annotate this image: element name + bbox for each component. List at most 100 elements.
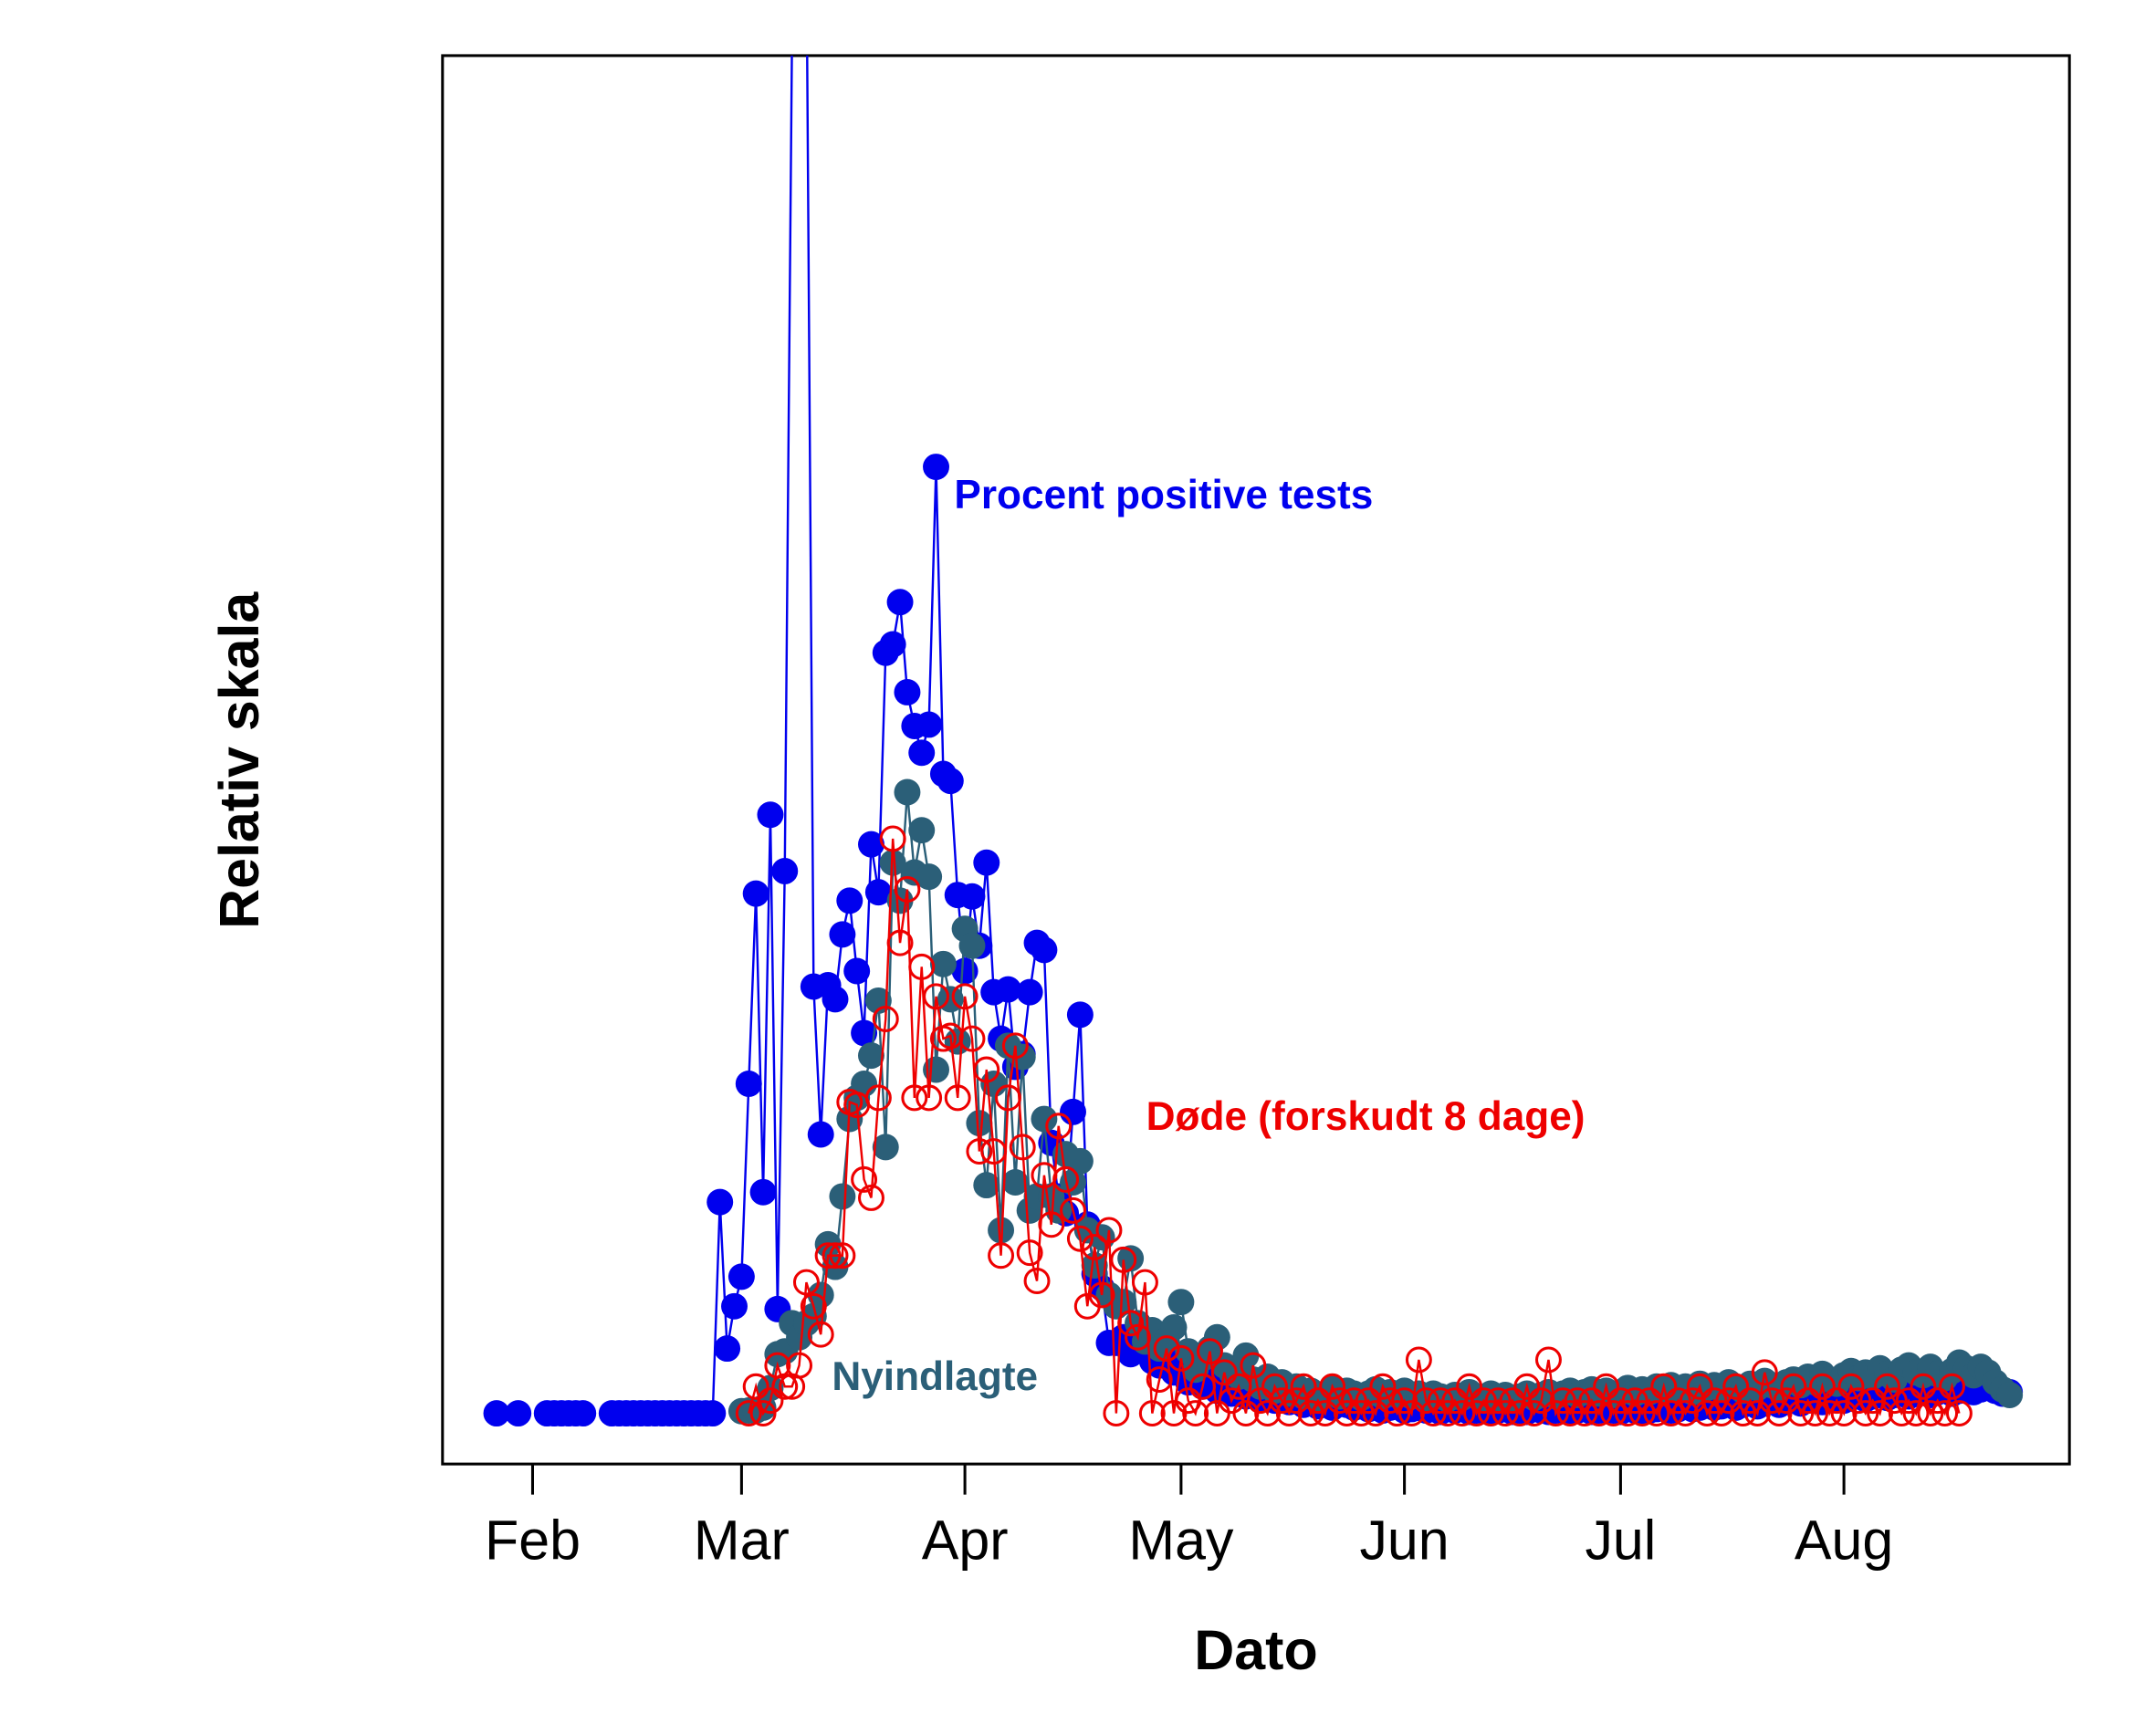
data-point xyxy=(1513,1373,1541,1400)
data-point xyxy=(1491,1400,1519,1427)
data-point xyxy=(994,976,1021,1003)
data-point xyxy=(749,1400,777,1427)
data-point xyxy=(1658,1400,1685,1427)
data-point xyxy=(886,929,914,956)
data-point xyxy=(1902,1400,1930,1427)
data-point xyxy=(1751,1359,1778,1386)
data-point xyxy=(923,983,949,1010)
data-point xyxy=(1009,1134,1036,1161)
data-point xyxy=(1175,1387,1202,1415)
series-annotation: Procent positive tests xyxy=(954,473,1373,517)
data-point xyxy=(800,1292,827,1320)
data-point xyxy=(864,879,892,906)
data-point xyxy=(951,983,979,1010)
data-point xyxy=(1730,1400,1757,1427)
data-point xyxy=(1031,936,1058,964)
x-tick-label: May xyxy=(1128,1510,1234,1572)
data-point xyxy=(1859,1387,1887,1415)
data-point xyxy=(727,1263,755,1290)
data-point xyxy=(1210,1359,1238,1386)
data-point xyxy=(1405,1346,1432,1374)
data-point xyxy=(1996,1382,2024,1408)
data-point xyxy=(1787,1400,1815,1427)
data-point xyxy=(1427,1387,1454,1415)
data-point xyxy=(706,1188,734,1216)
x-tick-label: Jun xyxy=(1359,1510,1449,1572)
data-point xyxy=(1045,1113,1073,1140)
data-point xyxy=(1765,1400,1793,1427)
series-line xyxy=(748,838,1961,1417)
data-point xyxy=(1319,1373,1346,1400)
data-point xyxy=(1873,1373,1900,1400)
data-point xyxy=(1701,1387,1728,1415)
data-point xyxy=(951,957,979,985)
data-point xyxy=(1066,1225,1094,1252)
series-line xyxy=(612,55,2010,1415)
data-point xyxy=(1326,1387,1354,1415)
data-point xyxy=(958,883,986,910)
data-point xyxy=(1693,1400,1721,1427)
data-point xyxy=(1203,1323,1230,1351)
data-point xyxy=(742,1373,769,1400)
series-annotation: Nyindlagte xyxy=(832,1354,1038,1399)
data-point xyxy=(1081,1234,1108,1260)
data-point xyxy=(1628,1400,1656,1427)
data-point xyxy=(1016,978,1043,1006)
data-point xyxy=(937,768,964,795)
data-point xyxy=(1521,1400,1548,1427)
data-point xyxy=(771,1373,799,1400)
data-point xyxy=(923,454,949,481)
data-point xyxy=(1160,1313,1188,1341)
data-point xyxy=(1578,1387,1606,1415)
data-point xyxy=(908,739,936,767)
data-point xyxy=(916,863,943,891)
data-point xyxy=(505,1400,532,1427)
data-point xyxy=(1001,1169,1029,1196)
data-point xyxy=(1650,1373,1678,1400)
data-point xyxy=(1795,1387,1822,1415)
data-point xyxy=(483,1400,510,1427)
data-point xyxy=(864,1084,892,1112)
data-point xyxy=(937,1022,964,1050)
data-point xyxy=(1888,1400,1915,1427)
data-point xyxy=(966,1110,993,1137)
data-point xyxy=(1614,1400,1641,1427)
data-point xyxy=(814,1242,842,1269)
data-point xyxy=(858,831,884,858)
data-point xyxy=(714,1335,741,1363)
data-point xyxy=(894,778,921,806)
data-point xyxy=(829,1242,856,1269)
data-point xyxy=(1391,1387,1418,1415)
data-point xyxy=(1167,1344,1195,1372)
x-tick-label: Aug xyxy=(1795,1510,1893,1572)
data-point xyxy=(1463,1400,1491,1427)
data-point xyxy=(1780,1373,1807,1400)
data-point xyxy=(1110,1246,1137,1273)
data-point xyxy=(1355,1387,1382,1415)
data-point xyxy=(858,1184,884,1211)
data-point xyxy=(929,950,957,977)
data-point xyxy=(807,1121,834,1148)
data-point xyxy=(894,678,921,705)
data-point xyxy=(1600,1400,1627,1427)
data-point xyxy=(779,28,805,55)
data-point xyxy=(757,801,784,829)
data-point xyxy=(1138,1400,1166,1427)
data-point xyxy=(1153,1335,1180,1363)
data-point xyxy=(1917,1400,1944,1427)
data-point xyxy=(1758,1387,1785,1415)
data-point xyxy=(1564,1387,1591,1415)
data-point xyxy=(1333,1400,1360,1427)
data-point xyxy=(1434,1400,1461,1427)
data-point xyxy=(973,1172,1000,1199)
data-point xyxy=(1556,1400,1584,1427)
data-point xyxy=(1477,1400,1504,1427)
data-point xyxy=(1607,1387,1634,1415)
data-point xyxy=(879,631,906,658)
data-point xyxy=(1081,1252,1108,1280)
data-point xyxy=(1340,1387,1367,1415)
data-point xyxy=(1066,1147,1094,1175)
data-point xyxy=(1802,1400,1829,1427)
